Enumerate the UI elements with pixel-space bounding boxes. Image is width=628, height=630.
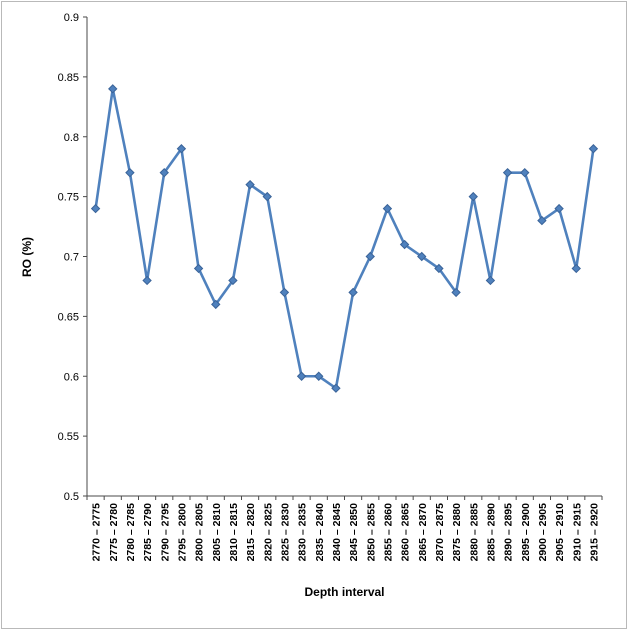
data-point-marker — [176, 144, 187, 154]
x-tick-label: 2820 – 2825 — [262, 503, 274, 562]
y-tick-label: 0.7 — [64, 252, 79, 264]
x-tick-label: 2790 – 2795 — [159, 503, 171, 562]
x-tick-label: 2815 – 2820 — [245, 503, 257, 562]
x-tick-label: 2885 – 2890 — [485, 503, 497, 562]
y-tick-label: 0.55 — [58, 431, 79, 443]
x-tick-label: 2910 – 2915 — [571, 503, 583, 562]
x-tick-label: 2795 – 2800 — [176, 503, 188, 562]
y-axis: 0.5 0.55 0.6 0.65 0.7 0.75 0.8 0.85 0.9 — [58, 12, 88, 503]
data-point-marker — [211, 299, 221, 310]
x-tick-label: 2850 – 2855 — [365, 503, 377, 562]
y-tick-label: 0.65 — [58, 311, 79, 323]
x-tick-label: 2840 – 2845 — [331, 503, 343, 562]
data-point-marker — [434, 263, 444, 274]
data-point-marker — [571, 263, 581, 274]
x-tick-label: 2900 – 2905 — [537, 503, 549, 562]
data-point-marker — [159, 167, 169, 178]
data-point-marker — [588, 144, 599, 154]
y-tick-label: 0.8 — [64, 132, 79, 144]
data-point-marker — [399, 239, 410, 250]
data-point-marker — [502, 167, 513, 178]
y-tick-label: 0.9 — [64, 12, 79, 24]
x-axis-title: Depth interval — [304, 585, 385, 599]
x-tick-label: 2825 – 2830 — [279, 503, 291, 562]
x-tick-label: 2905 – 2910 — [554, 503, 566, 562]
data-point-marker — [108, 84, 118, 94]
x-tick-label: 2810 – 2815 — [228, 503, 240, 562]
data-point-marker — [520, 167, 530, 178]
y-tick-label: 0.6 — [64, 371, 79, 383]
data-point-marker — [142, 275, 152, 286]
x-tick-label: 2835 – 2840 — [314, 503, 326, 562]
x-tick-label: 2890 – 2895 — [503, 503, 515, 562]
x-tick-label: 2845 – 2850 — [348, 503, 360, 562]
x-tick-label: 2880 – 2885 — [468, 503, 480, 562]
x-tick-label: 2805 – 2810 — [211, 503, 223, 562]
data-point-marker — [125, 167, 135, 178]
x-tick-label: 2915 – 2920 — [588, 503, 600, 562]
x-tick-label: 2855 – 2860 — [382, 503, 394, 562]
y-axis-title: RO (%) — [20, 237, 34, 277]
data-point-marker — [382, 203, 393, 214]
x-tick-label: 2870 – 2875 — [434, 503, 446, 562]
series-markers — [90, 84, 599, 393]
x-axis: 2770 – 2775 2775 – 2780 2780 – 2785 2785 – … — [86, 495, 603, 562]
data-point-marker — [245, 179, 255, 190]
data-point-marker — [193, 263, 204, 274]
x-tick-label: 2895 – 2900 — [520, 503, 532, 562]
x-tick-label: 2860 – 2865 — [400, 503, 412, 562]
x-tick-label: 2775 – 2780 — [108, 503, 120, 562]
data-point-marker — [90, 203, 101, 214]
data-point-marker — [554, 203, 564, 214]
x-tick-label: 2865 – 2870 — [417, 503, 429, 562]
x-tick-label: 2875 – 2880 — [451, 503, 463, 562]
x-tick-label: 2800 – 2805 — [194, 503, 206, 562]
data-point-marker — [468, 191, 478, 202]
data-point-marker — [537, 215, 547, 226]
data-point-marker — [331, 383, 341, 393]
y-tick-label: 0.85 — [58, 72, 79, 84]
data-point-marker — [296, 371, 307, 381]
data-point-marker — [451, 287, 461, 298]
data-point-marker — [228, 275, 238, 286]
x-tick-label: 2770 – 2775 — [91, 503, 103, 562]
x-tick-label: 2785 – 2790 — [142, 503, 154, 562]
y-tick-label: 0.5 — [64, 491, 79, 503]
data-point-marker — [279, 287, 290, 298]
data-point-marker — [417, 251, 427, 262]
data-point-marker — [262, 191, 272, 202]
data-point-marker — [485, 275, 496, 286]
data-point-marker — [348, 287, 358, 298]
x-tick-label: 2830 – 2835 — [297, 503, 309, 562]
series-line — [94, 87, 595, 390]
data-point-marker — [314, 371, 324, 381]
y-tick-label: 0.75 — [58, 192, 79, 204]
x-tick-label: 2780 – 2785 — [125, 503, 137, 562]
data-point-marker — [365, 251, 375, 262]
